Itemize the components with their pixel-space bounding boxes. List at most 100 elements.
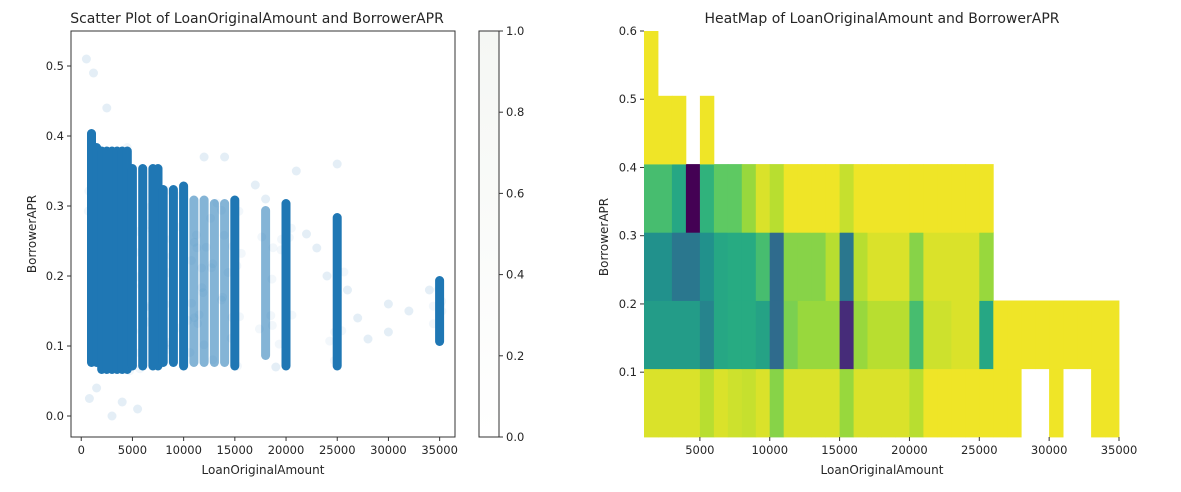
- heatmap-cell: [811, 232, 826, 301]
- heatmap-cell: [1063, 300, 1078, 370]
- scatter-point: [199, 152, 209, 162]
- heatmap-cell: [685, 368, 701, 438]
- scatter-x-axis-label: LoanOriginalAmount: [202, 463, 325, 477]
- heatmap-cell: [644, 232, 659, 301]
- scatter-point: [312, 243, 322, 253]
- heatmap-cell: [671, 300, 687, 370]
- heatmap-cell: [783, 300, 799, 370]
- scatter-point: [261, 194, 271, 204]
- heatmap-x-axis: 5000 10000 15000 20000 25000 30000 35000: [685, 437, 1137, 457]
- heatmap-cell: [671, 232, 687, 301]
- heatmap-y-axis-label: BorrowerAPR: [597, 198, 611, 276]
- heatmap-cell: [741, 368, 757, 438]
- heatmap-cell: [811, 300, 826, 370]
- heatmap-cell: [895, 164, 910, 233]
- scatter-haze-point: [268, 243, 278, 253]
- heatmap-cell: [979, 232, 994, 301]
- scatter-x-tick-label: 5000: [118, 443, 147, 457]
- heatmap-cell: [741, 232, 757, 301]
- heatmap-cell: [923, 368, 938, 438]
- scatter-y-axis: 0.0 0.1 0.2 0.3 0.4 0.5: [46, 59, 71, 423]
- heatmap-cell: [951, 368, 966, 438]
- scatter-plot-frame: [70, 30, 456, 438]
- heatmap-cell: [965, 368, 980, 438]
- scatter-y-tick-label: 0.2: [46, 269, 64, 283]
- heatmap-x-tick-label: 35000: [1101, 443, 1138, 457]
- heatmap-cell: [825, 300, 840, 370]
- heatmap-cell: [658, 232, 673, 301]
- heatmap-cell: [699, 300, 715, 370]
- heatmap-cell: [881, 164, 896, 233]
- scatter-point: [220, 152, 230, 162]
- scatter-point: [271, 362, 281, 372]
- heatmap-cell: [658, 368, 673, 438]
- heatmap-cell: [839, 300, 854, 370]
- heatmap-cell: [713, 232, 729, 301]
- heatmap-cell: [797, 164, 813, 233]
- heatmap-cell: [1007, 368, 1022, 438]
- scatter-y-tick-label: 0.0: [46, 409, 64, 423]
- heatmap-cell: [867, 300, 882, 370]
- heatmap-cell: [644, 95, 659, 165]
- heatmap-cell: [658, 95, 673, 165]
- heatmap-y-tick-label: 0.6: [619, 24, 637, 38]
- scatter-point: [81, 54, 91, 64]
- heatmap-cell: [713, 300, 729, 370]
- heatmap-cell: [909, 164, 924, 233]
- heatmap-cell: [811, 368, 826, 438]
- scatter-column: [179, 181, 189, 371]
- scatter-point: [92, 383, 102, 393]
- heatmap-title: HeatMap of LoanOriginalAmount and Borrow…: [704, 11, 1059, 27]
- scatter-x-tick-label: 25000: [319, 443, 356, 457]
- heatmap-cell: [937, 300, 952, 370]
- heatmap-cell: [783, 232, 799, 301]
- scatter-haze-point: [274, 339, 284, 349]
- heatmap-cell: [811, 164, 826, 233]
- heatmap-y-tick-label: 0.4: [619, 160, 637, 174]
- heatmap-cell: [1049, 300, 1064, 370]
- heatmap-y-axis: 0.1 0.2 0.3 0.4 0.5 0.6: [619, 24, 644, 379]
- heatmap-cell: [769, 232, 785, 301]
- scatter-point: [250, 180, 260, 190]
- heatmap-cell: [1091, 368, 1106, 438]
- heatmap-cell: [699, 95, 715, 165]
- heatmap-cell: [783, 164, 799, 233]
- heatmap-cell: [1105, 300, 1120, 370]
- heatmap-cell: [1077, 300, 1092, 370]
- heatmap-cell: [867, 368, 882, 438]
- heatmap-cell: [909, 300, 924, 370]
- heatmap-cell: [965, 232, 980, 301]
- heatmap-cell: [825, 368, 840, 438]
- scatter-column: [199, 195, 209, 367]
- heatmap-cell: [671, 95, 687, 165]
- heatmap-cell: [644, 300, 659, 370]
- colorbar-gradient: [478, 30, 500, 438]
- scatter-y-tick-label: 0.4: [46, 129, 64, 143]
- heatmap-cell: [727, 232, 743, 301]
- scatter-point: [404, 306, 414, 316]
- scatter-point: [343, 285, 352, 295]
- scatter-column: [230, 195, 240, 371]
- colorbar-tick-label: 0.8: [506, 105, 524, 119]
- heatmap-y-tick-label: 0.3: [619, 229, 637, 243]
- heatmap-cell: [853, 232, 868, 301]
- heatmap-cell: [797, 368, 813, 438]
- heatmap-cell: [839, 164, 854, 233]
- heatmap-cell: [797, 300, 813, 370]
- heatmap-cell: [951, 300, 966, 370]
- heatmap-cell: [825, 232, 840, 301]
- scatter-point: [107, 411, 117, 421]
- scatter-point: [332, 159, 342, 169]
- heatmap-cell: [867, 232, 882, 301]
- heatmap-cell: [993, 368, 1008, 438]
- heatmap-y-tick-label: 0.5: [619, 92, 637, 106]
- heatmap-x-axis-label: LoanOriginalAmount: [821, 463, 944, 477]
- heatmap-cell: [671, 368, 687, 438]
- heatmap-cell: [923, 164, 938, 233]
- scatter-y-tick-label: 0.3: [46, 199, 64, 213]
- heatmap-cell: [769, 368, 785, 438]
- heatmap-x-tick-label: 15000: [821, 443, 858, 457]
- heatmap-cell: [755, 300, 771, 370]
- heatmap-cell: [853, 164, 868, 233]
